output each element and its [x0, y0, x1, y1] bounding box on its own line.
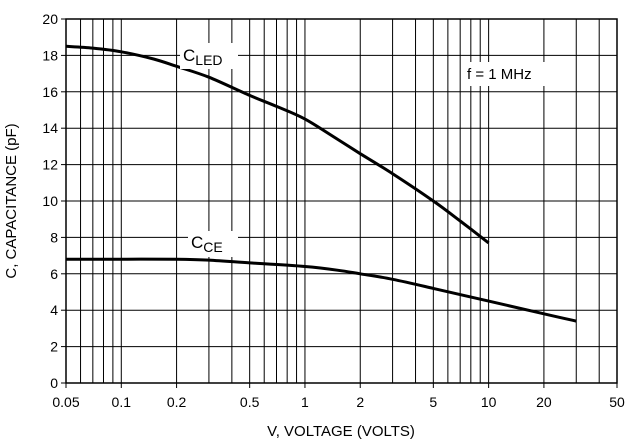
- y-tick-label: 0: [50, 375, 58, 391]
- curve-c-ce: [66, 257, 577, 323]
- x-tick-label: 1: [301, 394, 309, 410]
- series-label-ce-main: C: [191, 233, 203, 252]
- y-axis-title: C, CAPACITANCE (pF): [3, 123, 20, 278]
- series-label-background-ce: [188, 231, 238, 257]
- y-tick-label: 16: [42, 84, 58, 100]
- annotation-background: [464, 62, 550, 86]
- series-label-background-led: [180, 43, 238, 69]
- y-tick-label: 20: [42, 11, 58, 27]
- x-tick-label: 50: [609, 394, 625, 410]
- x-tick-label: 0.5: [240, 394, 260, 410]
- y-tick-label: 18: [42, 47, 58, 63]
- y-tick-label: 8: [50, 229, 58, 245]
- plot-frame: [61, 18, 618, 388]
- y-tick-label: 10: [42, 193, 58, 209]
- x-tick-label: 5: [429, 394, 437, 410]
- series-label-led-sub: LED: [195, 52, 222, 68]
- y-tick-label: 6: [50, 266, 58, 282]
- y-tick-label: 4: [50, 302, 58, 318]
- x-tick-label: 10: [481, 394, 497, 410]
- data-curves: [65, 44, 577, 323]
- series-label-led: CLED: [183, 46, 223, 68]
- y-tick-label: 14: [42, 120, 58, 136]
- series-label-led-main: C: [183, 46, 195, 65]
- frequency-annotation: f = 1 MHz: [467, 66, 532, 83]
- x-tick-label: 0.2: [167, 394, 187, 410]
- x-axis-title: V, VOLTAGE (VOLTS): [267, 423, 415, 440]
- series-label-ce: CCE: [191, 233, 223, 255]
- x-tick-label: 0.1: [112, 394, 132, 410]
- x-tick-label: 2: [356, 394, 364, 410]
- series-label-ce-sub: CE: [203, 239, 222, 255]
- x-tick-label: 20: [536, 394, 552, 410]
- y-tick-label: 2: [50, 339, 58, 355]
- curve-c-led: [65, 44, 490, 245]
- x-tick-label: 0.05: [52, 394, 79, 410]
- y-tick-label: 12: [42, 157, 58, 173]
